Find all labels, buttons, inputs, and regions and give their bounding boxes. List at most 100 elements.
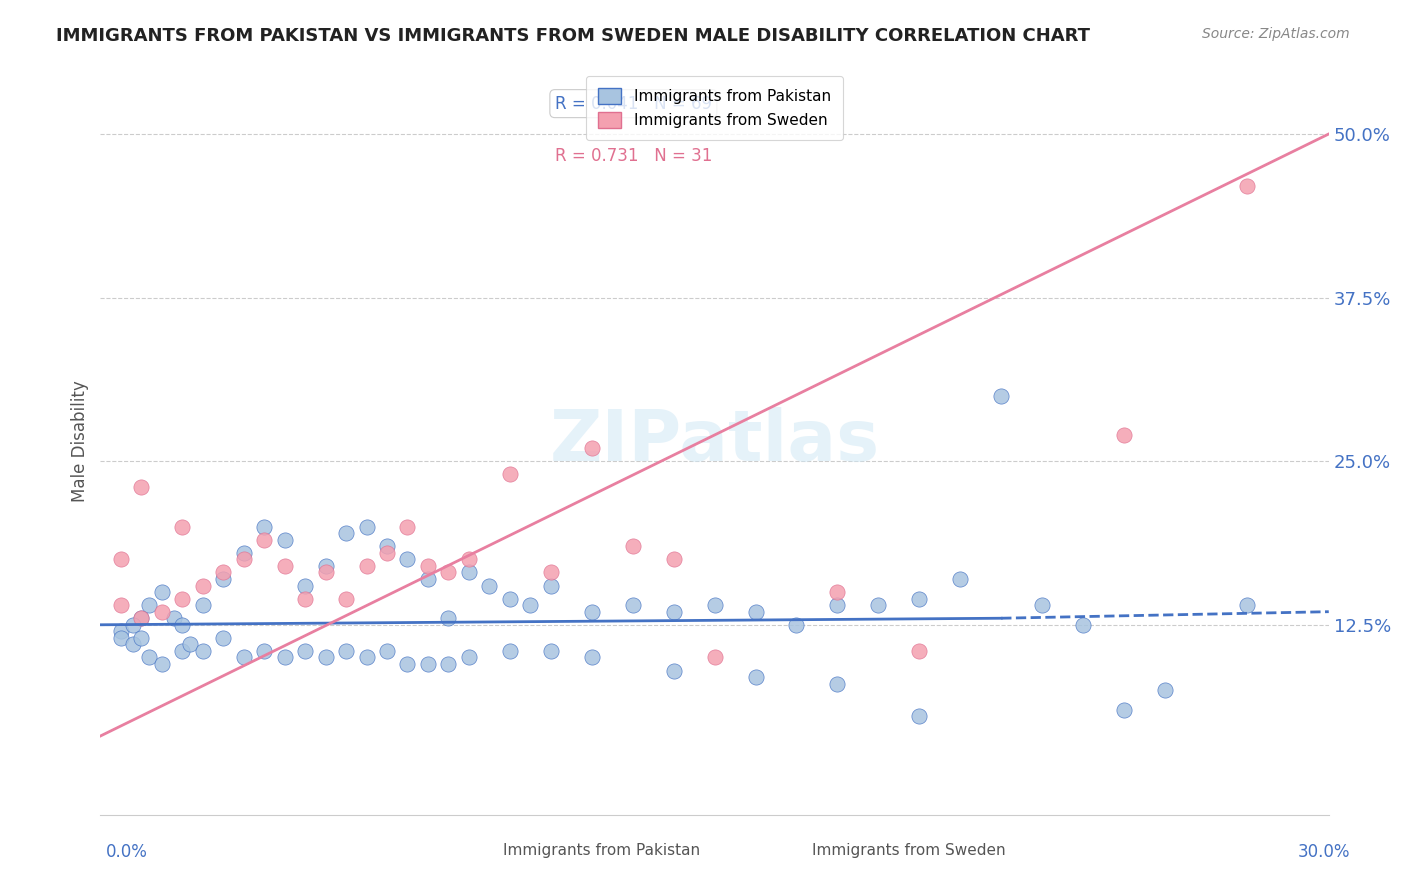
Text: ZIPatlas: ZIPatlas: [550, 407, 880, 476]
Point: [662, 664, 685, 678]
Point: [129, 480, 152, 494]
Point: [253, 533, 276, 547]
Point: [416, 657, 439, 671]
Point: [212, 631, 235, 645]
Point: [1112, 703, 1135, 717]
Point: [1112, 428, 1135, 442]
Point: [273, 558, 295, 573]
Point: [1236, 598, 1258, 612]
Point: [315, 558, 337, 573]
Point: [129, 611, 152, 625]
Point: [375, 546, 398, 560]
Point: [1154, 683, 1177, 698]
Point: [540, 566, 562, 580]
Point: [172, 617, 194, 632]
Point: [172, 644, 194, 658]
Point: [335, 526, 357, 541]
Point: [519, 598, 541, 612]
Point: [150, 605, 173, 619]
Point: [375, 644, 398, 658]
Point: [457, 566, 479, 580]
Point: [179, 637, 201, 651]
Point: [232, 650, 254, 665]
Point: [703, 650, 725, 665]
Point: [375, 539, 398, 553]
Point: [621, 539, 644, 553]
Point: [356, 650, 378, 665]
Point: [273, 533, 295, 547]
Point: [396, 519, 419, 533]
Text: R = 0.731   N = 31: R = 0.731 N = 31: [555, 147, 713, 165]
Point: [163, 611, 186, 625]
Point: [540, 578, 562, 592]
Legend: Immigrants from Pakistan, Immigrants from Sweden: Immigrants from Pakistan, Immigrants fro…: [586, 76, 844, 140]
Point: [335, 591, 357, 606]
Point: [478, 578, 501, 592]
Point: [499, 467, 522, 482]
Point: [416, 572, 439, 586]
Point: [110, 552, 132, 566]
Point: [744, 670, 766, 684]
Point: [110, 598, 132, 612]
Point: [212, 566, 235, 580]
Point: [908, 591, 931, 606]
Point: [437, 611, 460, 625]
Point: [827, 585, 849, 599]
Point: [581, 650, 603, 665]
Point: [191, 578, 214, 592]
Point: [356, 519, 378, 533]
Point: [662, 605, 685, 619]
Point: [253, 519, 276, 533]
Point: [499, 644, 522, 658]
Point: [396, 552, 419, 566]
Point: [457, 552, 479, 566]
Point: [150, 585, 173, 599]
Point: [827, 598, 849, 612]
Point: [908, 709, 931, 723]
Point: [499, 591, 522, 606]
Point: [138, 650, 160, 665]
Point: [908, 644, 931, 658]
Text: Immigrants from Pakistan: Immigrants from Pakistan: [464, 843, 700, 858]
Point: [294, 578, 316, 592]
Point: [129, 631, 152, 645]
Point: [540, 644, 562, 658]
Point: [1071, 617, 1094, 632]
Text: 30.0%: 30.0%: [1298, 843, 1350, 861]
Point: [191, 644, 214, 658]
Point: [581, 605, 603, 619]
Point: [437, 566, 460, 580]
Point: [621, 598, 644, 612]
Point: [232, 546, 254, 560]
Point: [294, 591, 316, 606]
Point: [396, 657, 419, 671]
Point: [1236, 179, 1258, 194]
Point: [150, 657, 173, 671]
Point: [827, 676, 849, 690]
Point: [416, 558, 439, 573]
Point: [315, 566, 337, 580]
Point: [232, 552, 254, 566]
Point: [744, 605, 766, 619]
Point: [356, 558, 378, 573]
Point: [273, 650, 295, 665]
Point: [437, 657, 460, 671]
Point: [1031, 598, 1053, 612]
Point: [110, 631, 132, 645]
Text: 0.0%: 0.0%: [105, 843, 148, 861]
Point: [990, 389, 1012, 403]
Point: [581, 441, 603, 455]
Point: [785, 617, 807, 632]
Text: R = 0.041   N = 69: R = 0.041 N = 69: [555, 95, 711, 112]
Point: [315, 650, 337, 665]
Point: [703, 598, 725, 612]
Point: [110, 624, 132, 639]
Point: [129, 611, 152, 625]
Point: [253, 644, 276, 658]
Point: [212, 572, 235, 586]
Point: [172, 591, 194, 606]
Point: [122, 617, 145, 632]
Point: [138, 598, 160, 612]
Text: Immigrants from Sweden: Immigrants from Sweden: [773, 843, 1005, 858]
Point: [949, 572, 972, 586]
